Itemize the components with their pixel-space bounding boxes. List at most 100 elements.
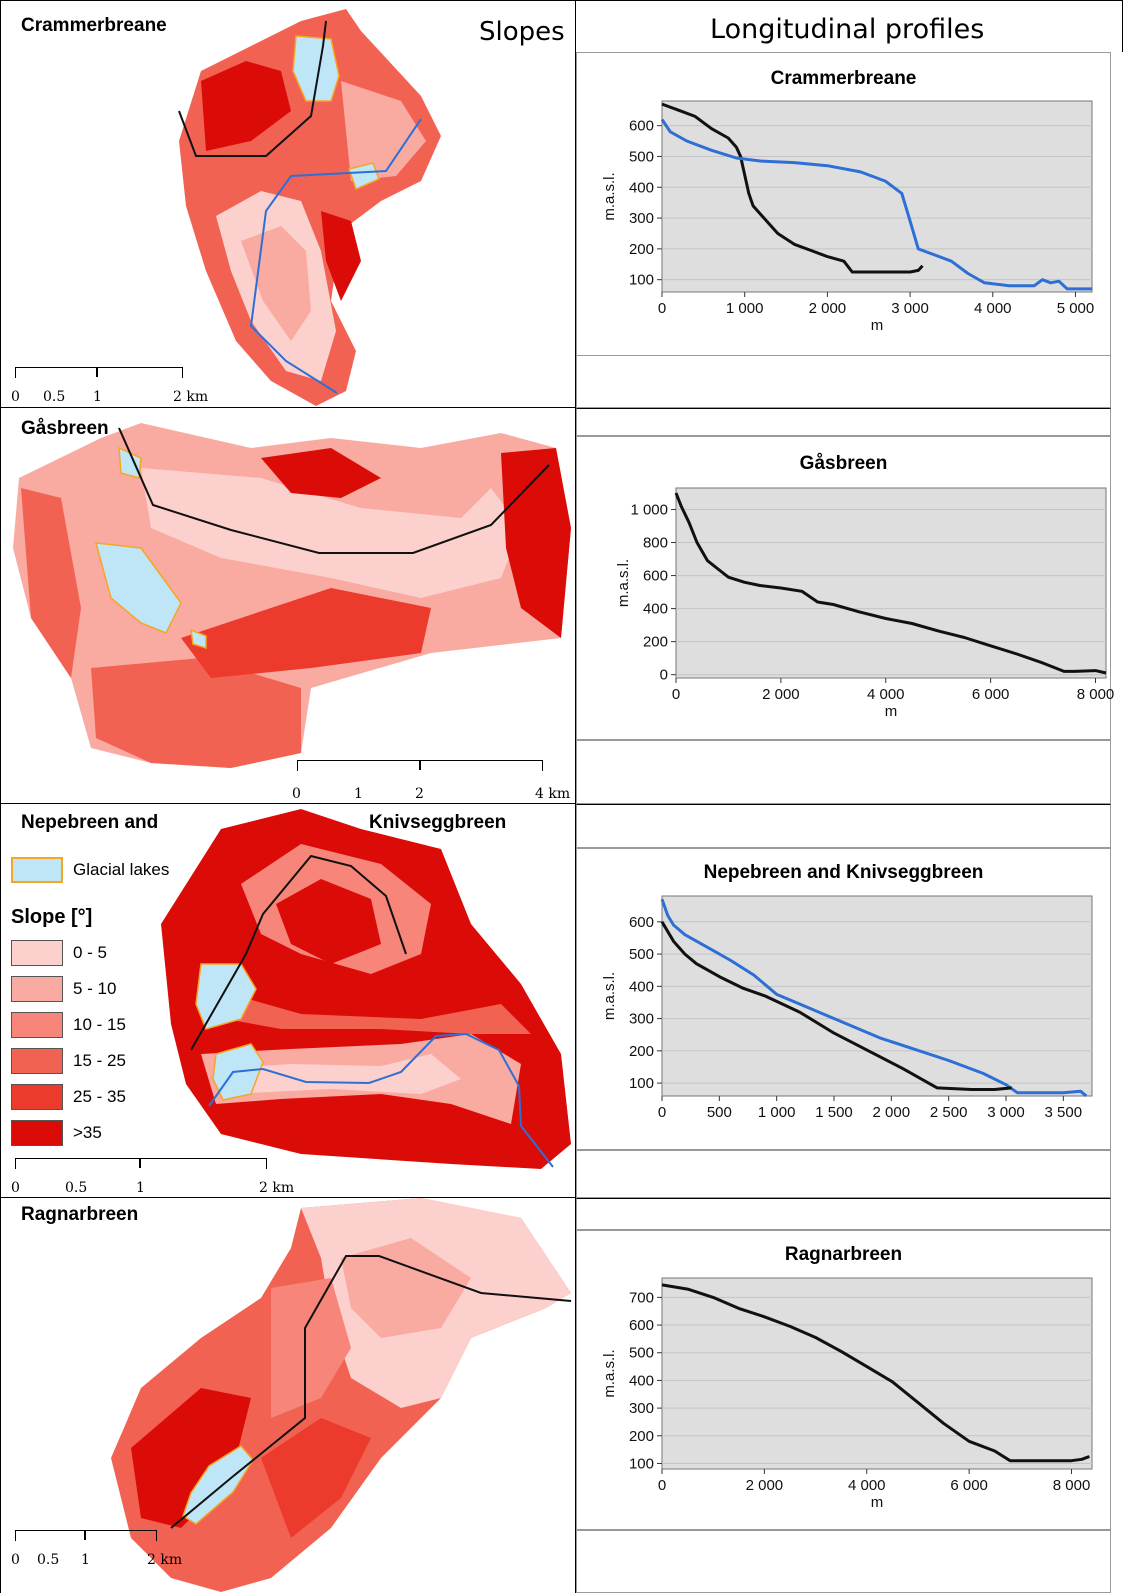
x-tick-label: 3 000 <box>891 300 929 317</box>
x-tick-label: 4 000 <box>848 1477 886 1494</box>
x-axis-label: m <box>871 317 884 334</box>
x-tick-label: 6 000 <box>950 1477 988 1494</box>
x-tick-label: 5 000 <box>1057 300 1095 317</box>
map-panel-ragnarbreen: Ragnarbreen 0 0.5 1 2 km <box>0 1198 576 1593</box>
x-tick-label: 6 000 <box>972 686 1010 703</box>
profile-line-blue <box>660 898 1088 1098</box>
y-tick-label: 0 <box>660 667 668 684</box>
chart-title: Gåsbreen <box>799 453 888 474</box>
scale-tick <box>419 760 421 770</box>
legend-swatch <box>11 1048 63 1074</box>
profiles-header: Longitudinal profiles <box>710 14 985 45</box>
scale-bar <box>15 367 183 378</box>
x-tick-label: 2 500 <box>930 1104 968 1121</box>
y-tick-label: 600 <box>629 118 654 135</box>
y-axis-label: m.a.s.l. <box>601 972 618 1020</box>
plot-area <box>661 895 1093 1097</box>
glacier-name: Crammerbreane <box>21 15 167 36</box>
x-tick-label: 8 000 <box>1077 686 1115 703</box>
x-tick-label: 2 000 <box>873 1104 911 1121</box>
y-tick-label: 400 <box>629 1372 654 1389</box>
x-tick-label: 4 000 <box>867 686 905 703</box>
scale-label: 0.5 <box>65 1180 88 1196</box>
map-panel-gasbreen: Gåsbreen 0 1 2 4 km <box>0 408 576 804</box>
legend-class-label: 15 - 25 <box>73 1051 126 1070</box>
glacier-name: Nepebreen and <box>21 812 159 833</box>
scale-label: 0 <box>11 1180 20 1196</box>
lakes-swatch <box>11 857 63 883</box>
legend-swatch <box>11 1012 63 1038</box>
x-tick-label: 1 000 <box>726 300 764 317</box>
x-tick-label: 3 500 <box>1045 1104 1083 1121</box>
slope-map-gasbreen <box>13 423 571 768</box>
y-tick-label: 600 <box>629 1317 654 1334</box>
y-tick-label: 300 <box>629 1400 654 1417</box>
legend-lakes-label: Glacial lakes <box>73 860 170 879</box>
legend-class-label: >35 <box>73 1123 102 1142</box>
x-axis-label: m <box>871 1494 884 1511</box>
scale-tick <box>84 1530 86 1540</box>
scale-label: 2 km <box>147 1552 183 1568</box>
glacier-name: Gåsbreen <box>21 418 109 439</box>
profile-line-black <box>661 1283 1090 1463</box>
scale-label: 0.5 <box>37 1552 60 1568</box>
y-tick-label: 200 <box>629 1043 654 1060</box>
x-tick-label: 0 <box>658 300 666 317</box>
profile-line-blue <box>660 118 1092 291</box>
x-tick-label: 2 000 <box>762 686 800 703</box>
legend-swatch <box>11 1084 63 1110</box>
legend-class-label: 0 - 5 <box>73 943 108 962</box>
x-tick-label: 1 500 <box>815 1104 853 1121</box>
y-tick-label: 400 <box>629 978 654 995</box>
blank-box-4 <box>576 804 1111 848</box>
profile-line-black <box>661 102 924 274</box>
y-tick-label: 300 <box>629 210 654 227</box>
y-tick-label: 500 <box>629 946 654 963</box>
y-tick-label: 1 000 <box>630 501 668 518</box>
y-axis-label: m.a.s.l. <box>615 559 632 607</box>
blank-box-2 <box>576 408 1111 436</box>
scale-label: 1 <box>93 389 102 405</box>
y-tick-label: 200 <box>629 1428 654 1445</box>
plot-area <box>661 100 1093 293</box>
profile-line-black <box>660 921 1012 1091</box>
blank-box-6 <box>576 1198 1111 1230</box>
profile-line-black <box>674 492 1107 675</box>
legend-class: 25 - 35 <box>11 1083 126 1111</box>
scale-label: 0.5 <box>43 389 66 405</box>
scale-label: 2 km <box>259 1180 295 1196</box>
y-tick-label: 200 <box>643 634 668 651</box>
y-axis-label: m.a.s.l. <box>601 1349 618 1397</box>
y-tick-label: 800 <box>643 535 668 552</box>
blank-box-7 <box>576 1530 1111 1593</box>
chart-title: Ragnarbreen <box>784 1244 903 1265</box>
plot-area <box>675 487 1107 679</box>
blank-box-3 <box>576 740 1111 804</box>
legend-swatch <box>11 1120 63 1146</box>
scale-label: 4 km <box>535 786 571 802</box>
y-tick-label: 500 <box>629 148 654 165</box>
legend-slope-title: Slope [°] <box>11 906 93 928</box>
slope-map-ragnarbreen <box>111 1198 572 1592</box>
chart-title: Crammerbreane <box>770 68 917 89</box>
y-tick-label: 100 <box>629 1455 654 1472</box>
slopes-header: Slopes <box>479 17 565 47</box>
legend-class: 10 - 15 <box>11 1011 126 1039</box>
scale-label: 0 <box>11 1552 20 1568</box>
chart-title: Nepebreen and Knivseggbreen <box>703 862 984 883</box>
x-tick-label: 0 <box>658 1104 666 1121</box>
y-tick-label: 200 <box>629 241 654 258</box>
x-tick-label: 0 <box>672 686 680 703</box>
profile-charts: 100 200 300 400 500 600 0 1 000 2 000 3 000 4 000 5… <box>601 100 1115 1511</box>
y-tick-label: 600 <box>629 914 654 931</box>
scale-label: 2 km <box>173 389 209 405</box>
slope-map-crammerbreane <box>178 9 441 406</box>
legend-lakes: Glacial lakes <box>11 856 169 884</box>
y-tick-label: 100 <box>629 272 654 289</box>
slope-map-nepebreen <box>161 809 571 1169</box>
blank-box-5 <box>576 1150 1111 1198</box>
scale-tick <box>139 1158 141 1168</box>
x-tick-label: 2 000 <box>746 1477 784 1494</box>
blank-box-1 <box>576 356 1111 408</box>
legend-class-label: 10 - 15 <box>73 1015 126 1034</box>
